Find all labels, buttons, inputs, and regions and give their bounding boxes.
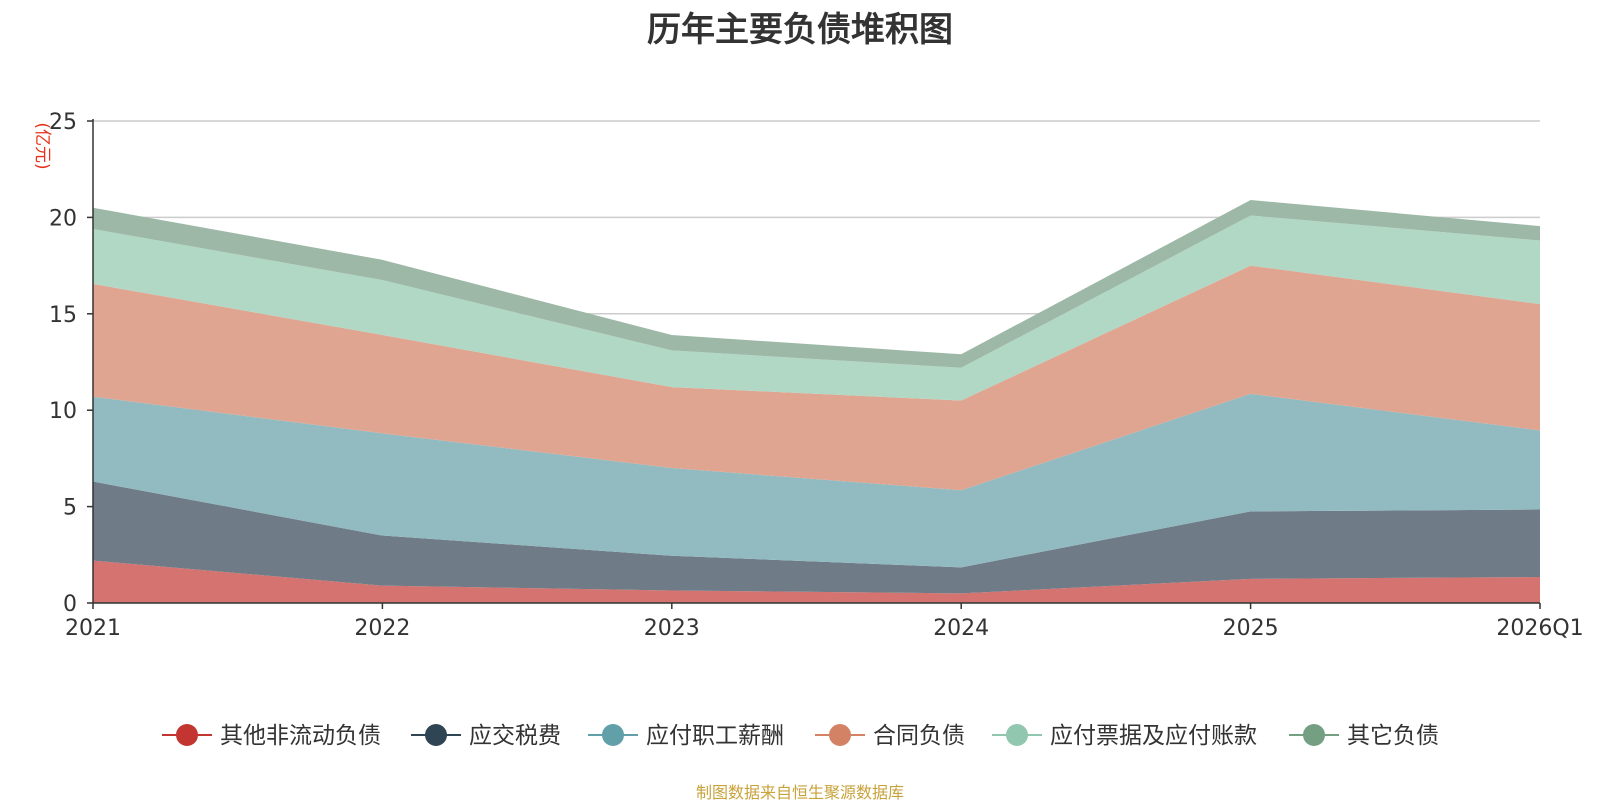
source-note: 制图数据来自恒生聚源数据库	[695, 783, 904, 802]
legend-item[interactable]: 应付票据及应付账款	[992, 723, 1257, 749]
area-series-1	[93, 481, 1540, 594]
y-tick-label: 15	[49, 303, 77, 328]
x-tick-label: 2023	[644, 616, 700, 641]
y-tick-label: 0	[63, 592, 77, 617]
legend-label: 其他非流动负债	[220, 723, 381, 749]
legend-marker-icon	[829, 724, 851, 746]
x-tick-label: 2025	[1223, 616, 1279, 641]
legend-marker-icon	[176, 724, 198, 746]
legend-label: 应付票据及应付账款	[1050, 723, 1257, 749]
x-tick-label: 2022	[354, 616, 410, 641]
y-tick-label: 25	[49, 110, 77, 135]
chart-title: 历年主要负债堆积图	[647, 10, 953, 50]
area-series-4	[93, 215, 1540, 401]
legend-label: 应交税费	[469, 723, 561, 749]
legend-item[interactable]: 其他非流动负债	[162, 723, 381, 749]
area-series-0	[93, 560, 1540, 603]
legend-item[interactable]: 应交税费	[411, 723, 561, 749]
x-tick-label: 2021	[65, 616, 121, 641]
legend-marker-icon	[1006, 724, 1028, 746]
legend-item[interactable]: 其它负债	[1289, 723, 1439, 749]
legend-label: 其它负债	[1347, 723, 1439, 749]
legend-marker-icon	[425, 724, 447, 746]
legend-label: 合同负债	[873, 723, 965, 749]
legend-label: 应付职工薪酬	[646, 723, 784, 749]
legend-marker-icon	[1303, 724, 1325, 746]
legend-item[interactable]: 应付职工薪酬	[588, 723, 784, 749]
y-tick-label: 5	[63, 496, 77, 521]
x-tick-label: 2024	[933, 616, 989, 641]
y-tick-label: 20	[49, 206, 77, 231]
area-series-5	[93, 200, 1540, 368]
y-axis-unit-label: (亿元)	[32, 122, 52, 169]
legend-marker-icon	[602, 724, 624, 746]
area-series-2	[93, 393, 1540, 568]
legend-item[interactable]: 合同负债	[815, 723, 965, 749]
area-series-3	[93, 265, 1540, 491]
x-tick-label: 2026Q1	[1496, 616, 1583, 641]
y-tick-label: 10	[49, 399, 77, 424]
